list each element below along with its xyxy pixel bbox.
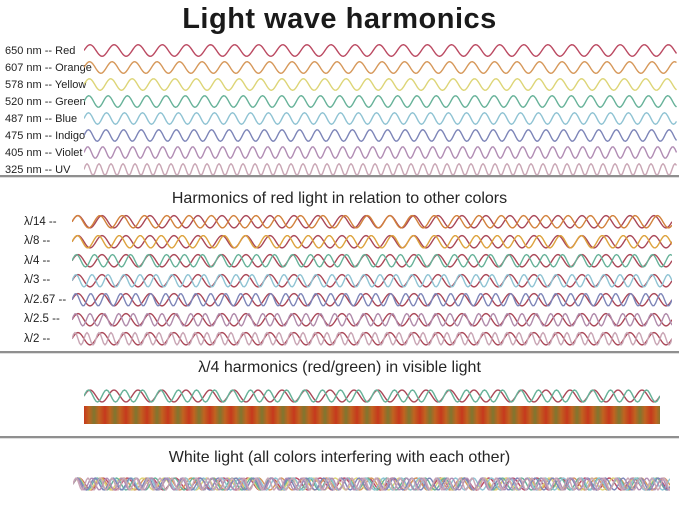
wave-row: λ/2 -- bbox=[0, 329, 679, 349]
section-divider bbox=[0, 436, 679, 439]
wave-graphic bbox=[84, 95, 677, 108]
wave-row: 650 nm -- Red bbox=[0, 42, 679, 59]
wave-row: 405 nm -- Violet bbox=[0, 144, 679, 161]
wave-label: 578 nm -- Yellow bbox=[5, 78, 87, 91]
wave-label: λ/4 -- bbox=[24, 254, 51, 267]
wave-path bbox=[72, 234, 672, 249]
wave-path bbox=[72, 214, 672, 229]
wave-label: λ/2 -- bbox=[24, 332, 51, 345]
wave-path bbox=[84, 78, 677, 91]
wave-path bbox=[84, 129, 677, 142]
wave-graphic bbox=[84, 163, 677, 176]
section-divider bbox=[0, 351, 679, 354]
wave-label: λ/3 -- bbox=[24, 274, 51, 287]
wave-path bbox=[72, 273, 672, 288]
interference-color-band bbox=[84, 406, 660, 424]
wave-row: λ/2.67 -- bbox=[0, 290, 679, 310]
wave-row: λ/14 -- bbox=[0, 212, 679, 232]
harmonics-section-title: Harmonics of red light in relation to ot… bbox=[171, 190, 508, 207]
white-light-interference-wave bbox=[73, 477, 670, 491]
wave-label: λ/8 -- bbox=[24, 235, 51, 248]
wave-label: λ/14 -- bbox=[24, 215, 57, 228]
wave-path bbox=[72, 253, 672, 268]
wave-row: 487 nm -- Blue bbox=[0, 110, 679, 127]
wave-label: 405 nm -- Violet bbox=[5, 146, 83, 159]
red-green-interference-wave bbox=[84, 389, 660, 403]
wave-graphic bbox=[72, 331, 672, 346]
wave-row: λ/4 -- bbox=[0, 251, 679, 271]
wave-graphic bbox=[72, 214, 672, 229]
wave-graphic bbox=[72, 312, 672, 327]
quarter-harmonics-title: λ/4 harmonics (red/green) in visible lig… bbox=[198, 359, 481, 376]
wave-graphic bbox=[84, 146, 677, 159]
wave-graphic bbox=[84, 129, 677, 142]
wave-path bbox=[84, 146, 677, 159]
section-divider bbox=[0, 175, 679, 178]
wave-label: 325 nm -- UV bbox=[5, 163, 71, 176]
wave-row: 325 nm -- UV bbox=[0, 161, 679, 178]
wave-label: 607 nm -- Orange bbox=[5, 61, 92, 74]
wave-label: 520 nm -- Green bbox=[5, 95, 86, 108]
wave-row: 475 nm -- Indigo bbox=[0, 127, 679, 144]
wave-graphic bbox=[72, 234, 672, 249]
wave-path bbox=[72, 234, 672, 248]
wave-graphic bbox=[84, 61, 677, 74]
wave-path bbox=[73, 477, 670, 491]
wave-path bbox=[72, 214, 672, 229]
wave-label: 650 nm -- Red bbox=[5, 44, 76, 57]
wave-row: λ/2.5 -- bbox=[0, 310, 679, 330]
wave-label: 475 nm -- Indigo bbox=[5, 129, 86, 142]
wave-path bbox=[72, 312, 672, 327]
wavelength-wave-list: 650 nm -- Red 607 nm -- Orange 578 nm -- Y… bbox=[0, 42, 679, 178]
wave-row: 578 nm -- Yellow bbox=[0, 76, 679, 93]
page-title: Light wave harmonics bbox=[182, 3, 497, 35]
wave-graphic bbox=[72, 273, 672, 288]
wave-graphic bbox=[72, 292, 672, 307]
wave-path bbox=[84, 112, 677, 125]
wave-path bbox=[84, 61, 677, 74]
wave-graphic bbox=[84, 112, 677, 125]
wave-graphic bbox=[72, 253, 672, 268]
harmonics-wave-list: λ/14 -- λ/8 -- λ/4 -- λ/3 -- λ/2.67 -- λ/2.5 … bbox=[0, 212, 679, 349]
wave-row: 607 nm -- Orange bbox=[0, 59, 679, 76]
wave-graphic bbox=[84, 78, 677, 91]
wave-path bbox=[84, 389, 660, 403]
wave-path bbox=[84, 95, 677, 108]
wave-row: λ/8 -- bbox=[0, 232, 679, 252]
wave-label: 487 nm -- Blue bbox=[5, 112, 78, 125]
wave-label: λ/2.5 -- bbox=[24, 313, 60, 326]
wave-path bbox=[72, 293, 672, 307]
wave-row: λ/3 -- bbox=[0, 271, 679, 291]
white-light-title: White light (all colors interfering with… bbox=[168, 449, 511, 466]
wave-path bbox=[84, 44, 677, 57]
wave-path bbox=[84, 163, 677, 176]
wave-label: λ/2.67 -- bbox=[24, 293, 67, 306]
wave-graphic bbox=[84, 44, 677, 57]
wave-path bbox=[72, 331, 672, 346]
wave-row: 520 nm -- Green bbox=[0, 93, 679, 110]
